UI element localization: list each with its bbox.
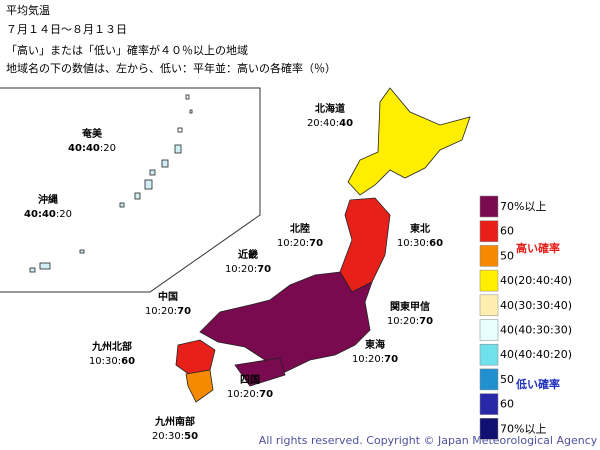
legend-label: 60 (500, 398, 514, 411)
legend-label: 50 (500, 373, 514, 386)
region-probs: 10:20:70 (145, 306, 191, 317)
prob-part: 50 (184, 431, 198, 442)
prob-part: 20:30: (152, 431, 184, 442)
legend-swatch (479, 343, 499, 366)
prob-part: 70 (309, 238, 323, 249)
legend-label: 40(40:40:20) (500, 348, 572, 361)
region-probs: 10:20:70 (277, 238, 323, 249)
copyright: All rights reserved. Copyright © Japan M… (259, 434, 598, 447)
legend-label: 60 (500, 225, 514, 238)
islands (29, 94, 193, 273)
legend-swatch (479, 294, 499, 317)
prob-part: 10:30: (397, 238, 429, 249)
legend-label: 40(40:30:30) (500, 324, 572, 337)
region-name: 九州北部 (91, 340, 132, 353)
legend-swatch (479, 195, 499, 218)
legend-label: 40(30:30:40) (500, 299, 572, 312)
region-name: 北陸 (290, 222, 310, 235)
mainland (175, 87, 471, 403)
prob-part: 70 (384, 354, 398, 365)
prob-part: 40:40 (68, 143, 100, 154)
subtitle: 「高い」または「低い」確率が４０％以上の地域 (6, 43, 248, 57)
region-probs: 20:40:40 (307, 118, 353, 129)
prob-part: 70 (419, 316, 433, 327)
prob-part: :20 (56, 209, 72, 220)
region-name: 沖縄 (38, 193, 58, 206)
legend-swatch (479, 368, 499, 391)
region-probs: 10:20:70 (225, 264, 271, 275)
legend-label: 70%以上 (500, 422, 546, 435)
legend-swatch (479, 393, 499, 415)
region-probs: 40:40:20 (24, 209, 72, 220)
region-probs: 20:30:50 (152, 431, 198, 442)
prob-part: 40:40 (24, 209, 56, 220)
prob-part: 10:20: (225, 264, 257, 275)
region-probs: 10:20:70 (227, 389, 273, 400)
region-probs: 40:40:20 (68, 143, 116, 154)
prob-part: 70 (257, 264, 271, 275)
region-probs: 10:30:60 (397, 238, 443, 249)
region-name: 関東甲信 (390, 300, 430, 313)
prob-part: 10:20: (352, 354, 384, 365)
prob-part: 70 (177, 306, 191, 317)
prob-part: :20 (100, 143, 116, 154)
title: 平均気温 (6, 3, 50, 17)
legend-high: 高い確率 (516, 241, 560, 255)
region-name: 北海道 (315, 102, 345, 115)
note: 地域名の下の数値は、左から、低い：平年並：高いの各確率（％） (6, 61, 336, 75)
legend-swatch (479, 418, 499, 440)
prob-part: 70 (259, 389, 273, 400)
region-probs: 10:20:70 (352, 354, 398, 365)
region-probs: 10:20:70 (387, 316, 433, 327)
prob-part: 40 (339, 118, 353, 129)
legend-swatch (479, 245, 499, 267)
region-name: 九州南部 (154, 415, 195, 428)
legend-swatch (479, 220, 499, 242)
region-probs: 10:30:60 (89, 356, 135, 367)
region-name: 東海 (365, 338, 385, 351)
region-name: 近畿 (238, 248, 258, 261)
region-name: 奄美 (81, 127, 103, 140)
prob-part: 10:20: (277, 238, 309, 249)
region-name: 東北 (410, 222, 430, 235)
prob-part: 60 (429, 238, 443, 249)
legend-swatch (479, 269, 499, 292)
inset-frame (0, 87, 261, 293)
legend-label: 70%以上 (500, 200, 546, 213)
prob-part: 20:40: (307, 118, 339, 129)
legend-low: 低い確率 (515, 377, 560, 391)
region-name: 中国 (158, 290, 178, 303)
prob-part: 10:20: (227, 389, 259, 400)
prob-part: 10:20: (145, 306, 177, 317)
legend-swatch (479, 319, 499, 341)
period: ７月１４日～８月１３日 (6, 23, 127, 36)
legend-label: 40(20:40:40) (500, 274, 572, 287)
prob-part: 10:20: (387, 316, 419, 327)
prob-part: 10:30: (89, 356, 121, 367)
legend-label: 50 (500, 249, 514, 262)
prob-part: 60 (121, 356, 135, 367)
region-name: 四国 (240, 374, 260, 386)
